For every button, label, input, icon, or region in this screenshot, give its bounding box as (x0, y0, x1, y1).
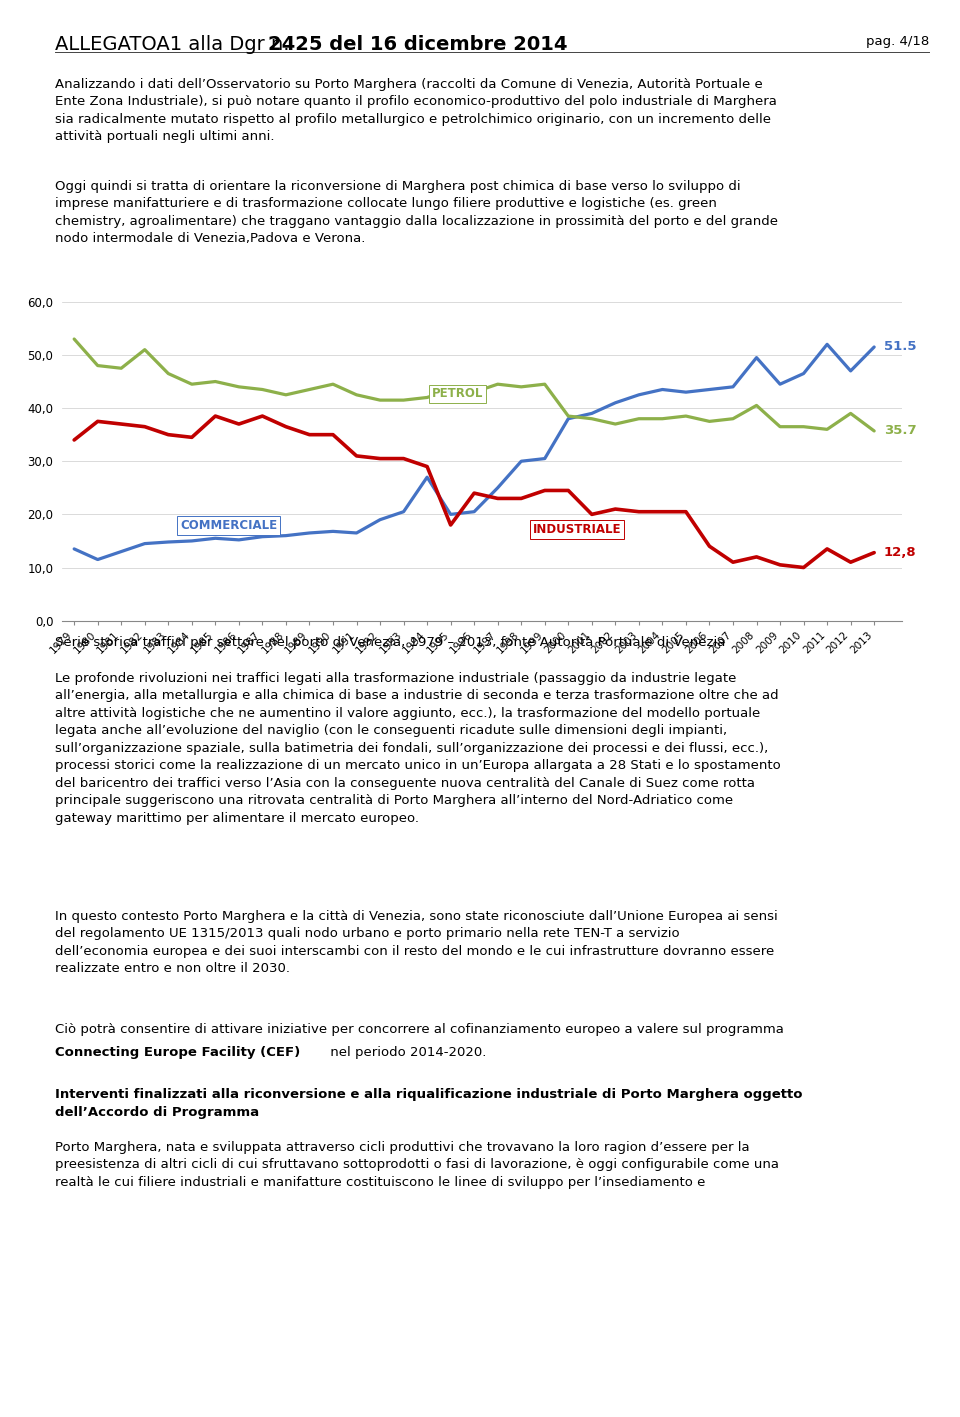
Text: 51.5: 51.5 (883, 340, 916, 353)
Text: PETROL: PETROL (432, 387, 483, 401)
Text: INDUSTRIALE: INDUSTRIALE (533, 523, 621, 536)
Text: 2425 del 16 dicembre 2014: 2425 del 16 dicembre 2014 (268, 35, 567, 54)
Text: COMMERCIALE: COMMERCIALE (180, 519, 277, 533)
Text: 12,8: 12,8 (883, 546, 916, 560)
Text: Connecting Europe Facility (CEF): Connecting Europe Facility (CEF) (55, 1046, 300, 1058)
Text: pag. 4/18: pag. 4/18 (866, 35, 929, 48)
Text: In questo contesto Porto Marghera e la città di Venezia, sono state riconosciute: In questo contesto Porto Marghera e la c… (55, 910, 778, 975)
Text: Porto Marghera, nata e sviluppata attraverso cicli produttivi che trovavano la l: Porto Marghera, nata e sviluppata attrav… (55, 1141, 779, 1189)
Text: Oggi quindi si tratta di orientare la riconversione di Marghera post chimica di : Oggi quindi si tratta di orientare la ri… (55, 180, 778, 245)
Text: Analizzando i dati dell’Osservatorio su Porto Marghera (raccolti da Comune di Ve: Analizzando i dati dell’Osservatorio su … (55, 78, 777, 143)
Text: nel periodo 2014-2020.: nel periodo 2014-2020. (326, 1046, 487, 1058)
Text: Interventi finalizzati alla riconversione e alla riqualificazione industriale di: Interventi finalizzati alla riconversion… (55, 1088, 803, 1119)
Text: ALLEGATOA1 alla Dgr n.: ALLEGATOA1 alla Dgr n. (55, 35, 301, 54)
Text: Le profonde rivoluzioni nei traffici legati alla trasformazione industriale (pas: Le profonde rivoluzioni nei traffici leg… (55, 672, 780, 825)
Text: Serie storica traffici per settore nel porto di Venezia, 1979 – 2013, fonte Auto: Serie storica traffici per settore nel p… (55, 636, 725, 649)
Text: 35.7: 35.7 (883, 425, 916, 438)
Text: Ciò potrà consentire di attivare iniziative per concorrere al cofinanziamento eu: Ciò potrà consentire di attivare iniziat… (55, 1023, 783, 1036)
